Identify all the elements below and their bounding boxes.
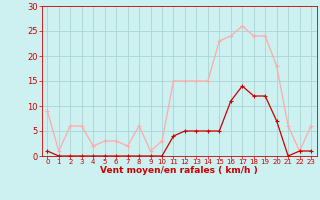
X-axis label: Vent moyen/en rafales ( km/h ): Vent moyen/en rafales ( km/h ) [100, 166, 258, 175]
